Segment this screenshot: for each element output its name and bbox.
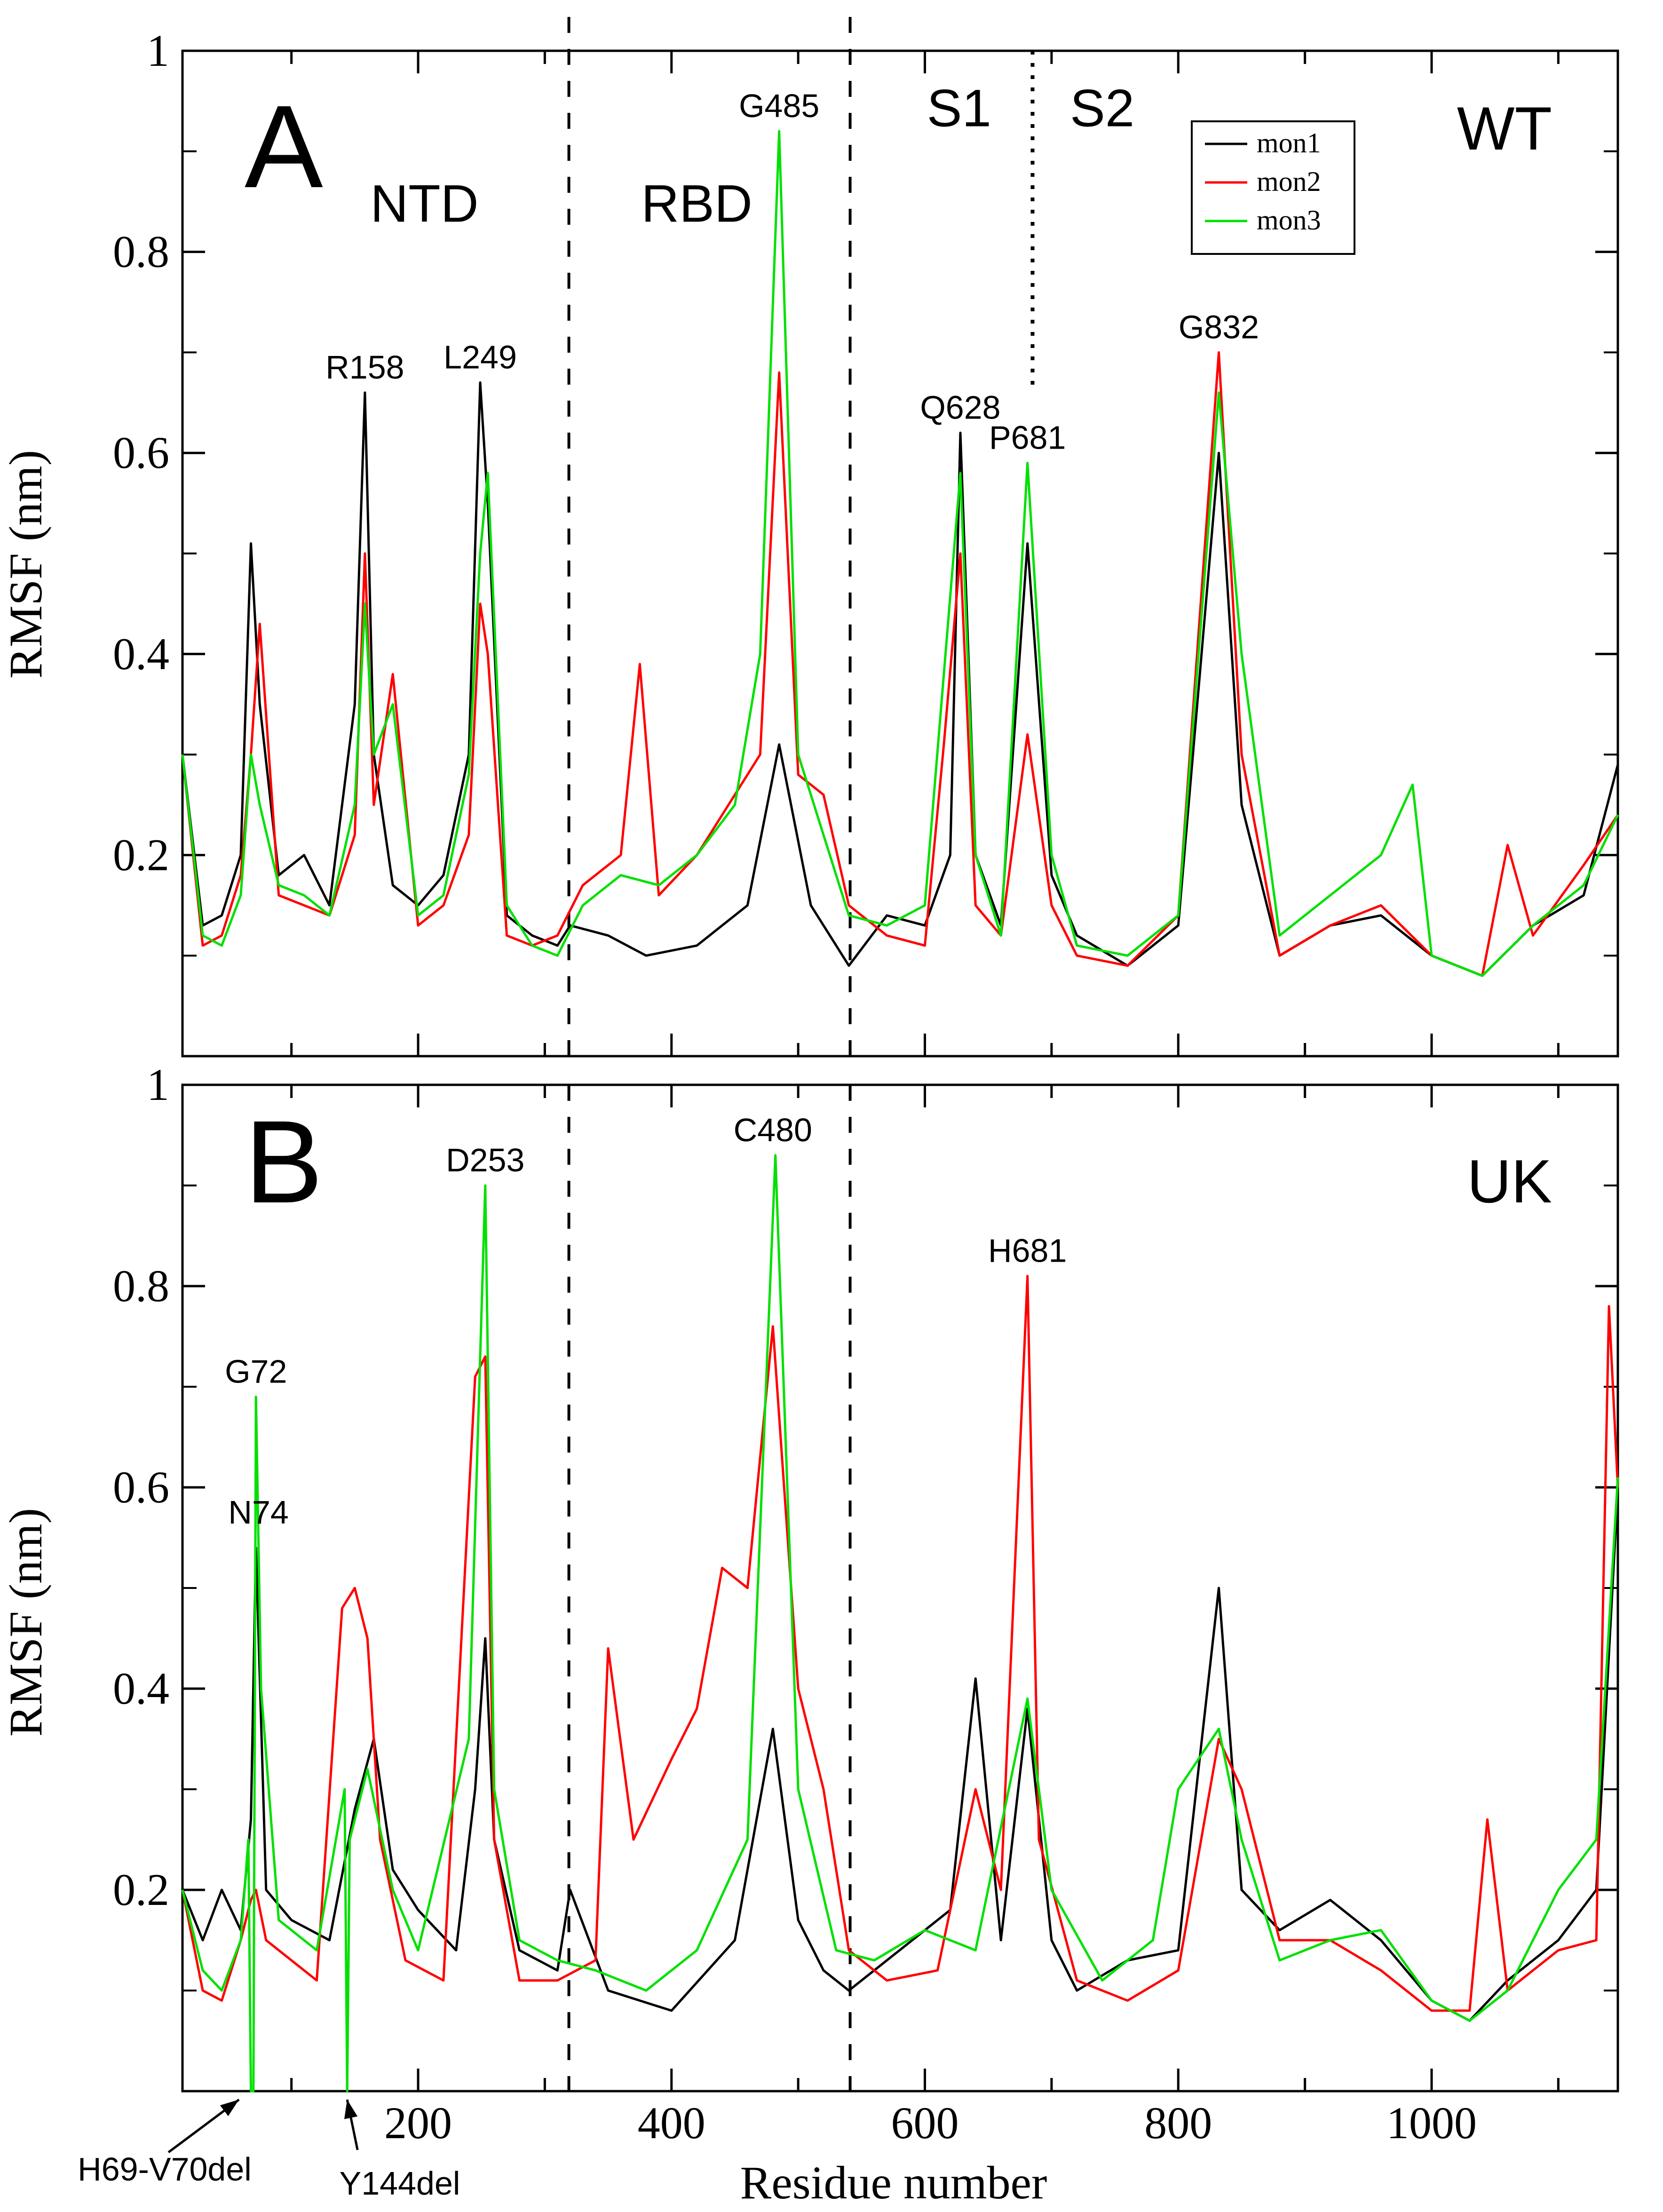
series-line-mon3 xyxy=(181,130,1619,977)
x-tick-label: 600 xyxy=(891,2098,959,2148)
y-tick-label: 0.6 xyxy=(113,427,169,478)
x-tick-label: 800 xyxy=(1144,2098,1212,2148)
series-line-mon2 xyxy=(181,351,1619,977)
y-tick-label: 1 xyxy=(147,25,169,76)
y-tick-label: 0.6 xyxy=(113,1462,169,1512)
peak-label-l249: L249 xyxy=(443,339,517,376)
series-line-mon3 xyxy=(181,1154,1619,2093)
y-tick-label: 0.8 xyxy=(113,1261,169,1311)
x-tick-label: 1000 xyxy=(1386,2098,1477,2148)
series-line-mon1 xyxy=(181,381,1619,977)
peak-label-r158: R158 xyxy=(325,349,404,386)
peak-label-c480: C480 xyxy=(734,1112,812,1148)
peak-label-g72: G72 xyxy=(225,1353,287,1390)
panel-letter: A xyxy=(245,81,323,212)
mutation-label: H69-V70del xyxy=(78,2151,252,2188)
y-tick-label: 0.8 xyxy=(113,227,169,277)
peak-label-n74: N74 xyxy=(228,1494,288,1531)
variant-label: UK xyxy=(1467,1147,1552,1216)
region-label-s1: S1 xyxy=(927,79,991,137)
y-axis-title-a: RMSF (nm) xyxy=(0,450,52,679)
y-tick-label: 0.4 xyxy=(113,629,169,679)
x-tick-label: 200 xyxy=(384,2098,452,2148)
peak-label-p681: P681 xyxy=(989,419,1066,456)
peak-label-g832: G832 xyxy=(1179,308,1259,345)
peak-label-g485: G485 xyxy=(739,87,819,124)
panel-letter: B xyxy=(245,1096,323,1227)
y-tick-label: 1 xyxy=(147,1059,169,1110)
panel-a-wt: 0.2 0.4 0.6 0.8 1 A WT NTD RBD S1 S2 R158 L249 G485 Q6… xyxy=(113,17,1619,1058)
panel-b-uk: 0.2 0.4 0.6 0.8 1 200 400 600 800 1000 B UK G72 N74 D2… xyxy=(78,1059,1619,2202)
y-tick-label: 0.2 xyxy=(113,830,169,880)
series-line-mon1 xyxy=(181,1487,1619,2022)
x-axis-title: Residue number xyxy=(740,2157,1047,2209)
region-label-s2: S2 xyxy=(1070,79,1134,137)
mutation-arrowhead-1 xyxy=(344,2100,358,2119)
region-label-ntd: NTD xyxy=(370,174,478,233)
legend-label-mon3: mon3 xyxy=(1257,205,1321,236)
mutation-label: Y144del xyxy=(340,2165,460,2202)
legend-label-mon2: mon2 xyxy=(1257,166,1321,197)
peak-label-h681: H681 xyxy=(988,1232,1067,1269)
legend-label-mon1: mon1 xyxy=(1257,127,1321,158)
y-tick-label: 0.2 xyxy=(113,1864,169,1915)
y-axis-title-b: RMSF (nm) xyxy=(0,1508,52,1737)
peak-label-d253: D253 xyxy=(446,1142,524,1178)
mutation-arrowhead-0 xyxy=(220,2100,239,2117)
variant-label: WT xyxy=(1457,94,1552,163)
y-tick-label: 0.4 xyxy=(113,1663,169,1714)
series-line-mon2 xyxy=(181,1275,1619,2012)
x-tick-label: 400 xyxy=(638,2098,705,2148)
peak-label-q628: Q628 xyxy=(920,389,1000,426)
region-label-rbd: RBD xyxy=(641,174,752,233)
